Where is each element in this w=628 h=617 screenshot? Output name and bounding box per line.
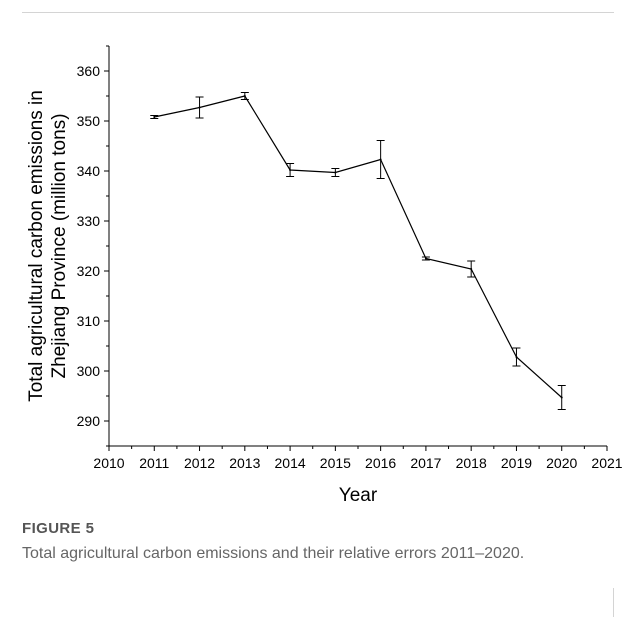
top-divider — [22, 12, 614, 13]
x-axis-label: Year — [339, 485, 378, 506]
x-tick-label: 2013 — [229, 455, 260, 471]
y-tick-label: 330 — [77, 213, 101, 229]
y-tick-label: 290 — [77, 413, 101, 429]
y-tick-label: 340 — [77, 163, 101, 179]
x-tick-label: 2019 — [501, 455, 532, 471]
x-tick-label: 2021 — [591, 455, 622, 471]
data-point — [560, 396, 563, 399]
data-point — [515, 356, 518, 358]
series-line — [154, 95, 563, 398]
y-tick-label: 310 — [77, 313, 101, 329]
y-tick-label: 350 — [77, 113, 101, 129]
x-tick-label: 2010 — [93, 455, 124, 471]
x-tick-label: 2014 — [275, 455, 306, 471]
data-point — [379, 158, 382, 161]
y-tick-label: 300 — [77, 363, 101, 379]
x-tick-label: 2017 — [410, 455, 441, 471]
data-point — [470, 268, 473, 270]
y-axis-label-line1: Total agricultural carbon emissions in — [26, 90, 47, 402]
line-chart: 290 300 310 320 330 340 350 360 2010 2011 2012 2013… — [26, 45, 623, 506]
x-tick-label: 2018 — [456, 455, 487, 471]
y-axis-label-line2: Zhejiang Province (million tons) — [49, 113, 70, 378]
x-tick-label: 2011 — [139, 455, 169, 471]
y-tick-label: 360 — [77, 63, 101, 79]
x-tick-label: 2016 — [365, 455, 396, 471]
figure-label: FIGURE 5 — [22, 520, 95, 537]
figure-caption-text: Total agricultural carbon emissions and … — [22, 545, 525, 562]
x-tick-label: 2015 — [320, 455, 351, 471]
x-tick-label: 2020 — [546, 455, 577, 471]
right-divider — [613, 588, 614, 617]
data-point — [198, 106, 201, 109]
data-point — [334, 171, 337, 174]
data-point — [424, 257, 427, 260]
data-point — [243, 95, 246, 97]
figure-caption: FIGURE 5 Total agricultural carbon emiss… — [22, 520, 602, 565]
data-point — [153, 116, 156, 118]
y-tick-label: 320 — [77, 263, 101, 279]
x-tick-label: 2012 — [184, 455, 215, 471]
data-point — [289, 169, 292, 171]
